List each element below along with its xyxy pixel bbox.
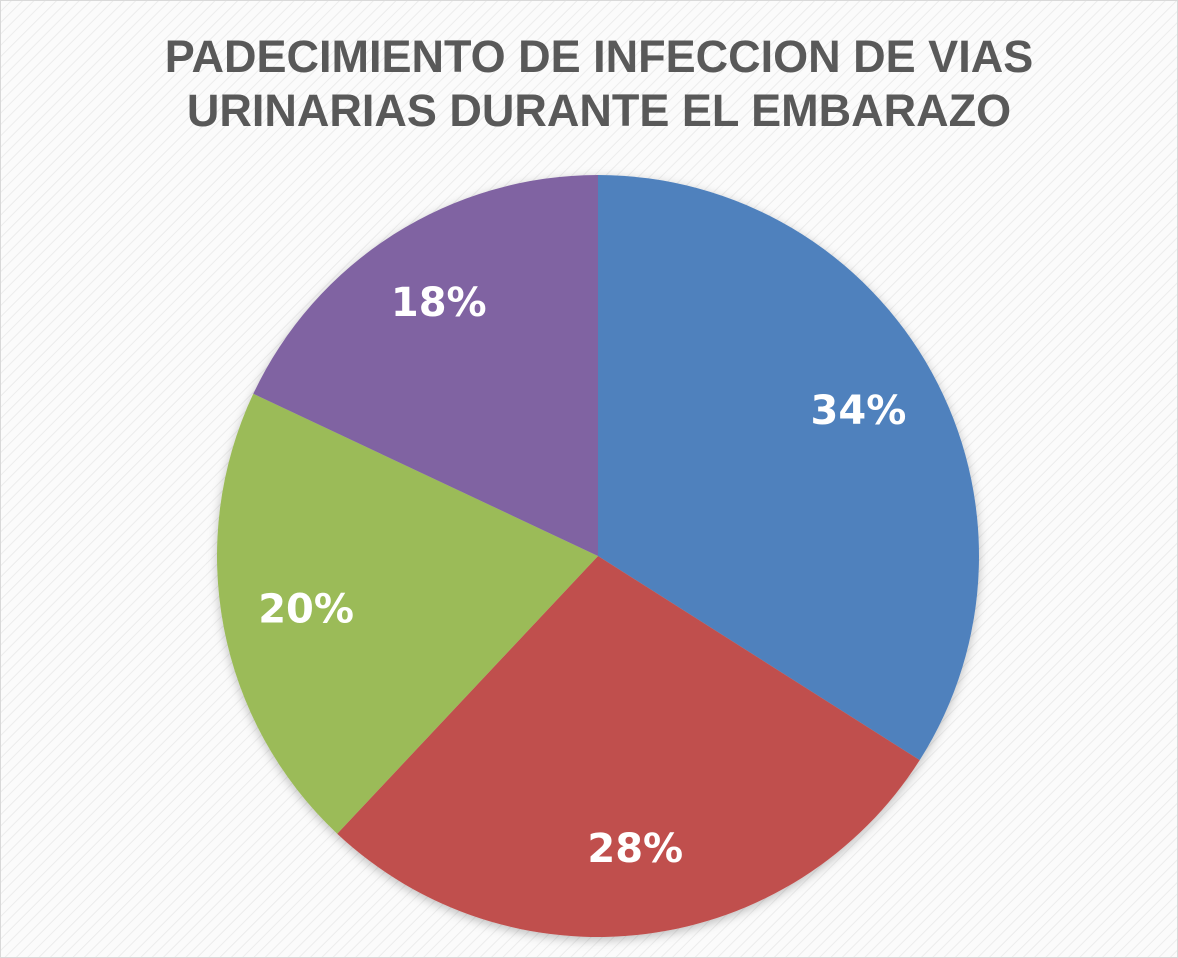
- pie-slice: [337, 556, 920, 938]
- data-label: 18%: [391, 280, 487, 326]
- data-label: 28%: [587, 826, 683, 872]
- chart-title: PADECIMIENTO DE INFECCION DE VIAS URINAR…: [164, 31, 1034, 136]
- pie-slice: [216, 393, 598, 834]
- data-label: 34%: [811, 388, 907, 434]
- pie-slice: [253, 175, 598, 556]
- data-label: 20%: [258, 587, 354, 633]
- pie-slice: [598, 175, 979, 761]
- pie: [216, 175, 979, 938]
